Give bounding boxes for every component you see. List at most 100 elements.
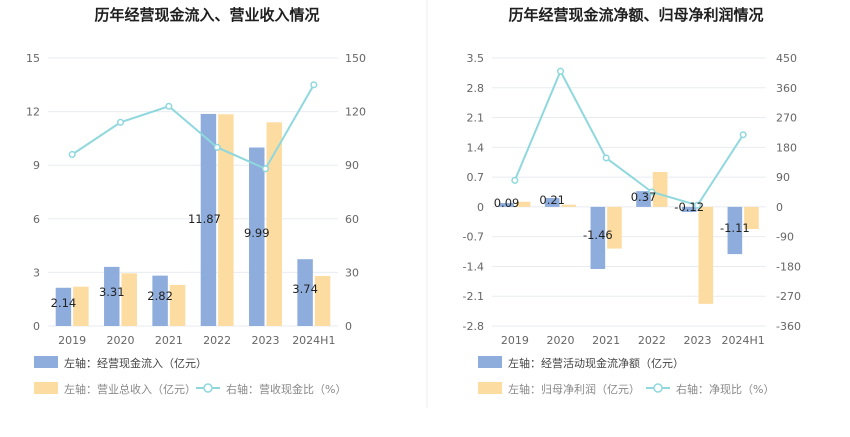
bar-primary xyxy=(681,206,697,212)
x-axis-tick-label: 2023 xyxy=(684,334,712,347)
legend-label: 左轴：经营活动现金流净额（亿元） xyxy=(508,356,684,370)
right-axis-tick-label: 270 xyxy=(776,112,797,125)
ratio-point xyxy=(261,165,270,173)
bar-primary xyxy=(55,287,72,326)
bar-secondary xyxy=(266,122,282,326)
bar-data-label: 2.14 xyxy=(51,296,77,310)
bar-data-label: 3.31 xyxy=(99,285,125,299)
x-axis-tick-label: 2022 xyxy=(638,334,666,347)
right-axis-tick-label: -180 xyxy=(776,260,801,273)
bar-primary xyxy=(249,147,265,326)
right-axis-tick-label: -270 xyxy=(776,290,801,303)
bar-data-label: 11.87 xyxy=(188,212,221,226)
legend-swatch-bar-primary xyxy=(478,356,502,368)
bar-primary xyxy=(636,191,651,207)
bar-primary xyxy=(544,197,560,207)
left-axis-tick-label: -0.7 xyxy=(463,231,484,244)
bar-secondary xyxy=(73,286,89,326)
x-axis-tick-label: 2020 xyxy=(107,334,135,347)
x-axis-tick-label: 2022 xyxy=(203,334,231,347)
left-axis-tick-label: 0 xyxy=(477,201,484,214)
ratio-point xyxy=(116,118,125,126)
x-axis-tick-label: 2023 xyxy=(252,334,280,347)
bar-secondary xyxy=(515,201,531,207)
chart-panel-1: 历年经营现金流入、营业收入情况0369121503060901201502019… xyxy=(26,6,366,396)
left-axis-tick-label: 9 xyxy=(33,159,40,172)
x-axis-tick-label: 2021 xyxy=(155,334,183,347)
legend-label: 右轴：营收现金比（%） xyxy=(226,382,346,396)
ratio-point xyxy=(310,81,318,89)
right-axis-tick-label: 90 xyxy=(776,171,790,184)
ratio-point xyxy=(648,188,656,196)
x-axis-tick-label: 2019 xyxy=(501,334,529,347)
ratio-line xyxy=(513,68,745,207)
left-axis-tick-label: 2.8 xyxy=(467,82,485,95)
bar-secondary xyxy=(218,114,234,326)
bar-primary xyxy=(727,206,743,255)
ratio-point xyxy=(693,201,702,209)
bar-data-label: 0.21 xyxy=(539,193,565,207)
legend-swatch-line-marker xyxy=(203,383,213,393)
right-axis-tick-label: 150 xyxy=(345,52,366,65)
bar-secondary xyxy=(169,284,186,326)
right-axis-tick-label: -360 xyxy=(776,320,801,333)
bar-data-label: 0.09 xyxy=(494,196,520,210)
right-axis-tick-label: -90 xyxy=(776,231,794,244)
left-axis-tick-label: 0 xyxy=(33,320,40,333)
right-axis-tick-label: 360 xyxy=(776,82,797,95)
legend-swatch-line-marker xyxy=(653,383,663,393)
right-axis-tick-label: 180 xyxy=(776,141,797,154)
legend-swatch-bar-primary xyxy=(34,356,58,368)
legend-swatch-bar-secondary xyxy=(34,382,58,394)
bar-primary xyxy=(200,113,217,326)
left-axis-tick-label: -2.8 xyxy=(463,320,484,333)
right-axis-tick-label: 0 xyxy=(345,320,352,333)
chart-panel-2: 历年经营现金流净额、归母净利润情况 3.5 2.8 2.1 1.4 0.7 0 -0.7 -1.… xyxy=(463,6,801,396)
bar-primary xyxy=(499,203,514,207)
left-axis-tick-label: 3.5 xyxy=(467,52,485,65)
bar-data-label: 9.99 xyxy=(244,226,270,240)
x-axis-tick-label: 2019 xyxy=(58,334,86,347)
left-axis-tick-label: -1.4 xyxy=(463,260,484,273)
left-axis-tick-label: 15 xyxy=(26,52,40,65)
ratio-point xyxy=(165,102,173,110)
bar-secondary xyxy=(698,206,714,304)
x-axis-tick-label: 2020 xyxy=(547,334,575,347)
x-axis-tick-label: 2021 xyxy=(592,334,620,347)
bar-data-label: -0.12 xyxy=(674,200,704,214)
x-axis-tick-label: 2024H1 xyxy=(722,334,765,347)
bar-primary xyxy=(297,259,313,326)
legend-swatch-bar-secondary xyxy=(478,382,502,394)
ratio-point xyxy=(511,176,519,184)
left-axis-tick-label: 0.7 xyxy=(467,171,485,184)
left-axis-tick-label: 12 xyxy=(26,106,40,119)
bar-secondary xyxy=(744,206,759,230)
right-axis-tick-label: 60 xyxy=(345,213,359,226)
ratio-point xyxy=(739,131,747,139)
right-axis-tick-label: 30 xyxy=(345,266,359,279)
bar-primary xyxy=(152,275,168,326)
right-axis-tick-label: 120 xyxy=(345,106,366,119)
ratio-point xyxy=(213,143,221,151)
legend-label: 左轴：归母净利润（亿元） xyxy=(508,382,640,396)
bar-secondary xyxy=(561,204,577,207)
left-axis-tick-label: 2.1 xyxy=(467,112,485,125)
right-axis-tick-label: 90 xyxy=(345,159,359,172)
left-axis-tick-label: 1.4 xyxy=(467,141,485,154)
bar-data-label: 2.82 xyxy=(147,289,173,303)
left-axis-tick-label: 3 xyxy=(33,266,40,279)
left-axis-tick-label: -2.1 xyxy=(463,290,484,303)
right-axis-tick-label: 450 xyxy=(776,52,797,65)
legend-label: 左轴：营业总收入（亿元） xyxy=(64,382,196,396)
right-axis-tick-label: 0 xyxy=(776,201,783,214)
legend-label: 右轴：净现比（%） xyxy=(676,382,774,396)
bar-secondary xyxy=(121,273,137,326)
ratio-line xyxy=(71,84,315,171)
x-axis-tick-label: 2024H1 xyxy=(292,334,335,347)
bar-secondary xyxy=(314,275,331,326)
bar-data-label: -1.46 xyxy=(583,228,613,242)
ratio-point xyxy=(68,150,76,159)
bar-secondary xyxy=(652,172,668,207)
